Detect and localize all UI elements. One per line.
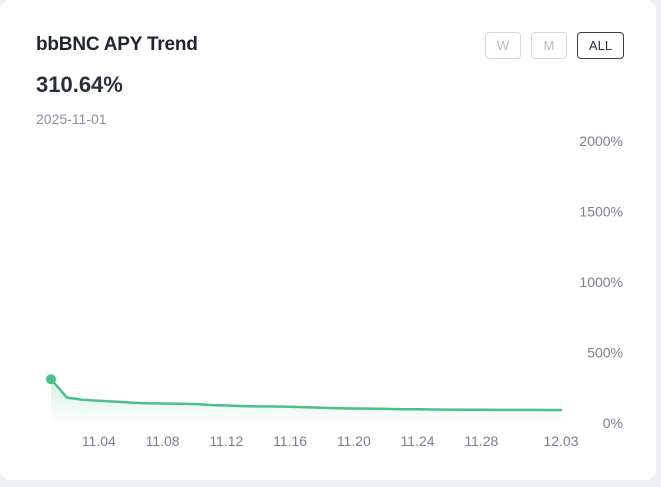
apy-chart: 2000%1500%1000%500%0% 11.04 11.08 11.12 11.… xyxy=(46,133,623,449)
x-tick-label: 12.03 xyxy=(543,433,578,449)
range-selector: W M ALL xyxy=(475,32,624,59)
selected-data-point[interactable] xyxy=(46,374,56,385)
y-tick-label: 1500% xyxy=(579,204,623,220)
apy-points xyxy=(46,374,56,385)
x-tick-label: 11.28 xyxy=(464,433,498,449)
x-tick-label: 11.16 xyxy=(273,433,307,449)
y-tick-label: 2000% xyxy=(579,133,623,149)
x-tick-label: 11.04 xyxy=(82,433,116,449)
range-week-button[interactable]: W xyxy=(485,32,521,59)
current-apy-value: 310.64% xyxy=(36,72,123,97)
x-tick-label: 11.08 xyxy=(146,433,180,449)
y-tick-label: 500% xyxy=(587,345,623,361)
apy-trend-card: bbBNC APY Trend 310.64% 2025-11-01 W M A… xyxy=(0,0,656,480)
range-month-button[interactable]: M xyxy=(531,32,567,59)
apy-line xyxy=(49,377,563,412)
y-tick-label: 0% xyxy=(603,415,623,431)
x-tick-label: 11.24 xyxy=(401,433,435,449)
apy-area xyxy=(51,379,561,423)
x-axis: 11.04 11.08 11.12 11.16 11.20 11.24 11.28 12.03 xyxy=(82,433,579,449)
x-tick-label: 11.20 xyxy=(337,433,371,449)
y-axis: 2000% 1500% 1000% 500% 0% xyxy=(579,133,623,431)
x-tick-label: 11.12 xyxy=(209,433,243,449)
y-tick-label: 1000% xyxy=(579,274,623,290)
current-date: 2025-11-01 xyxy=(36,111,107,127)
range-all-button[interactable]: ALL xyxy=(577,32,624,59)
card-title: bbBNC APY Trend xyxy=(36,34,198,55)
